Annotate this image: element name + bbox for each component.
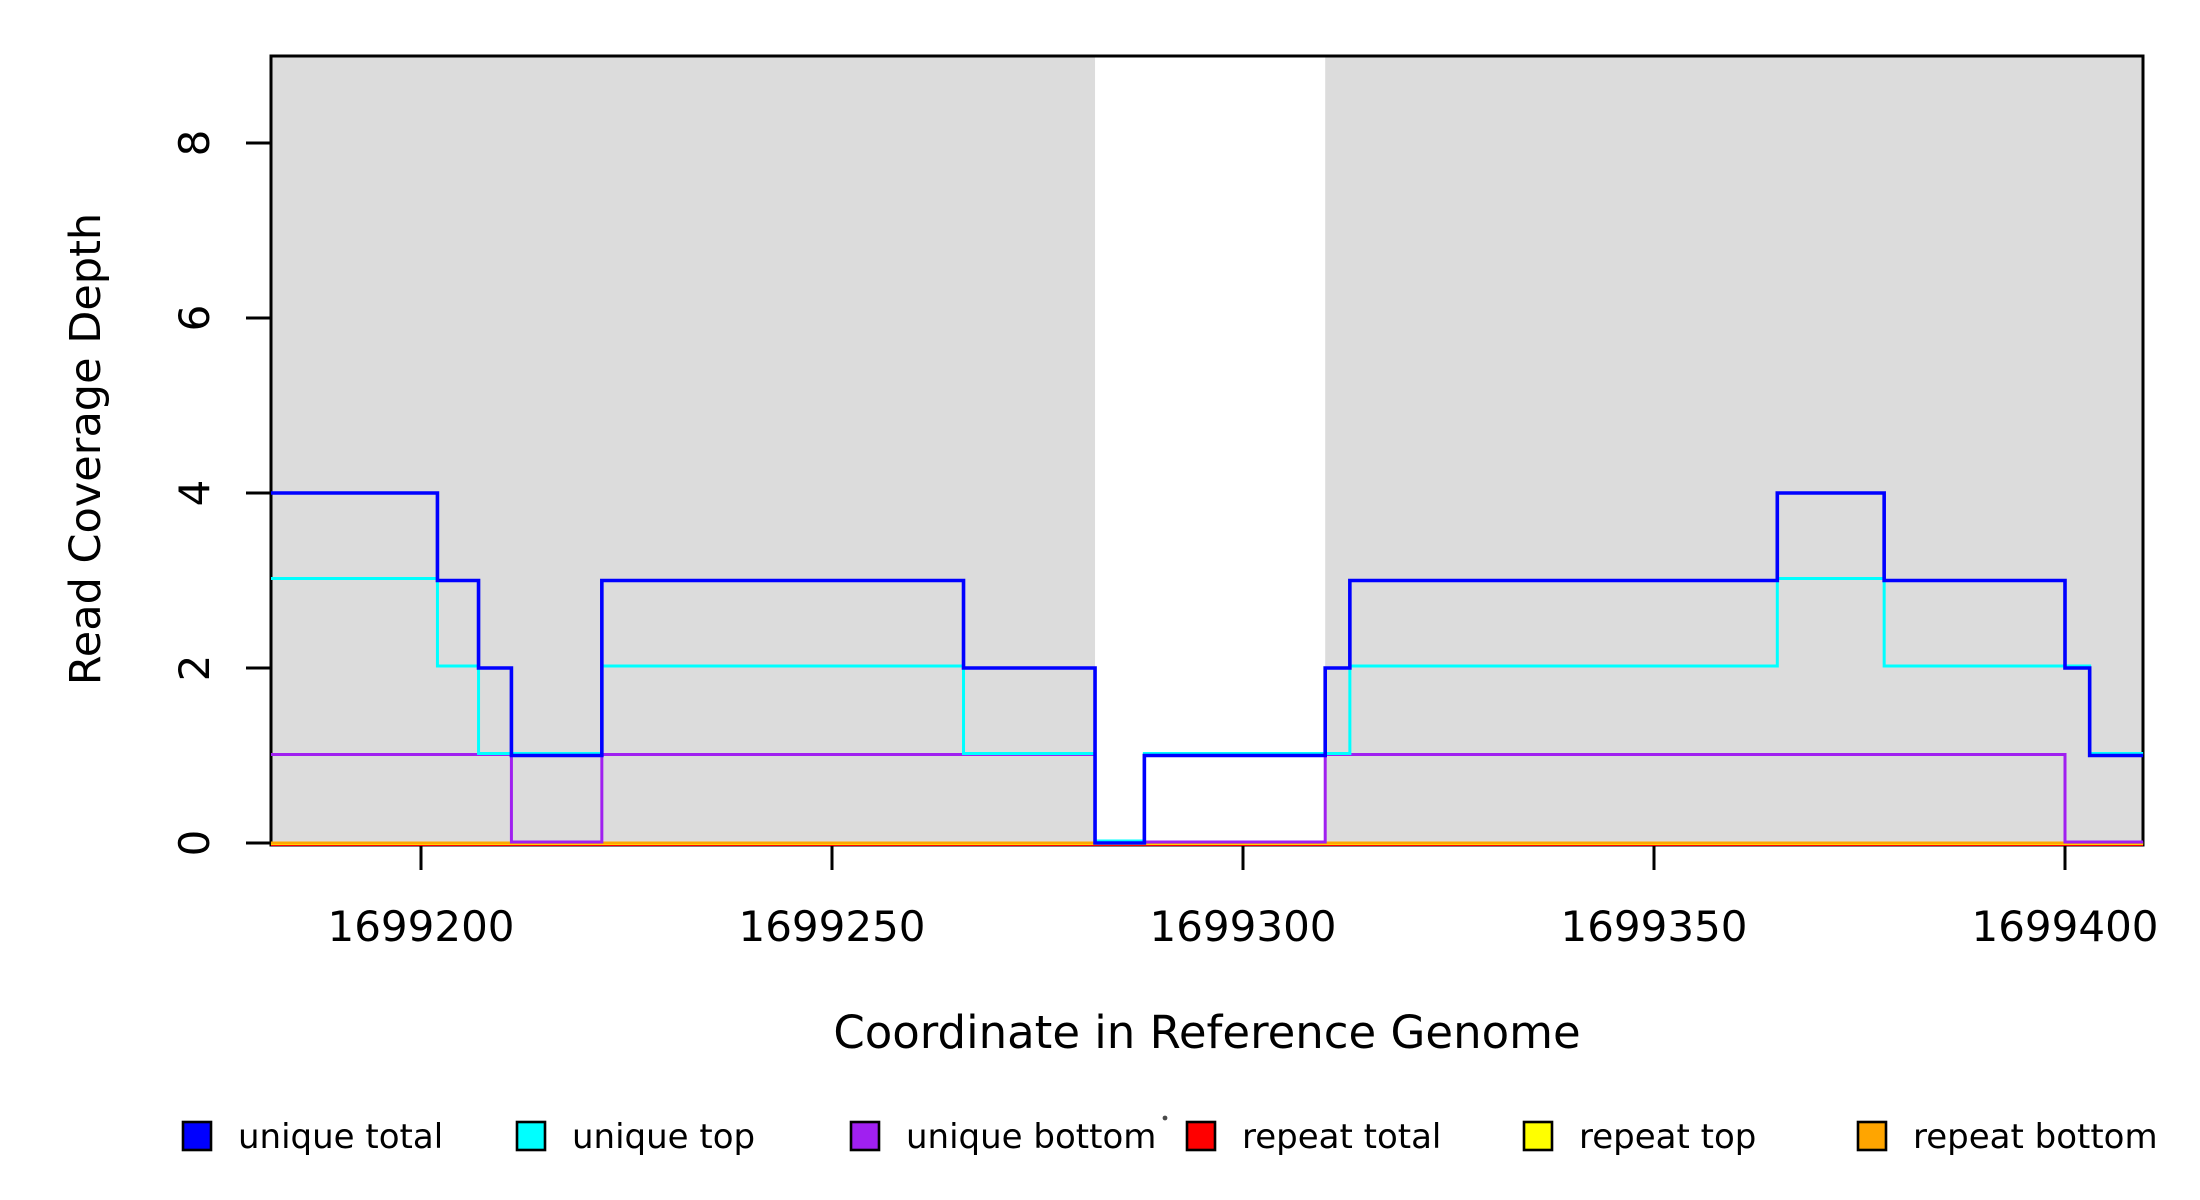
- series-lines: [270, 491, 2144, 846]
- x-tick-label: 1699200: [327, 902, 514, 951]
- shaded-region: [1325, 57, 2144, 842]
- legend-key-repeat-top: [1522, 1120, 1554, 1152]
- legend-label-repeat-total: repeat total: [1242, 1117, 1441, 1157]
- legend-label-unique-total: unique total: [238, 1117, 443, 1157]
- x-tick-label: 1699350: [1560, 902, 1747, 951]
- x-tick-label: 1699250: [738, 902, 925, 951]
- legend-key-unique-top: [515, 1120, 547, 1152]
- y-axis: 0 2 4 6 8: [170, 130, 271, 857]
- legend-key-unique-total: [181, 1120, 213, 1152]
- series-line-unique-total: [270, 491, 2144, 845]
- y-tick-label: 6: [170, 305, 219, 332]
- y-tick-label: 4: [170, 480, 219, 507]
- legend-key-unique-bottom: [849, 1120, 881, 1152]
- legend-label-repeat-bottom: repeat bottom: [1913, 1117, 2158, 1157]
- shaded-region: [270, 57, 1096, 842]
- x-axis-title: Coordinate in Reference Genome: [833, 1006, 1580, 1059]
- y-tick-label: 2: [170, 655, 219, 682]
- y-axis-title: Read Coverage Depth: [61, 213, 111, 685]
- series-line-unique-top: [270, 577, 2144, 843]
- shaded-regions: [270, 57, 2144, 842]
- legend-key-repeat-total: [1185, 1120, 1217, 1152]
- x-axis: 1699200 1699250 1699300 1699350 1699400: [327, 845, 2159, 951]
- legend: unique total unique top unique bottom repea…: [181, 1117, 2158, 1157]
- legend-label-unique-top: unique top: [572, 1117, 755, 1157]
- legend-label-unique-bottom: unique bottom: [906, 1117, 1156, 1157]
- stray-mark: [1162, 1115, 1168, 1121]
- legend-label-repeat-top: repeat top: [1579, 1117, 1756, 1157]
- legend-key-repeat-bottom: [1856, 1120, 1888, 1152]
- y-tick-label: 0: [170, 830, 219, 857]
- x-tick-label: 1699300: [1149, 902, 1336, 951]
- y-tick-label: 8: [170, 130, 219, 157]
- x-tick-label: 1699400: [1971, 902, 2158, 951]
